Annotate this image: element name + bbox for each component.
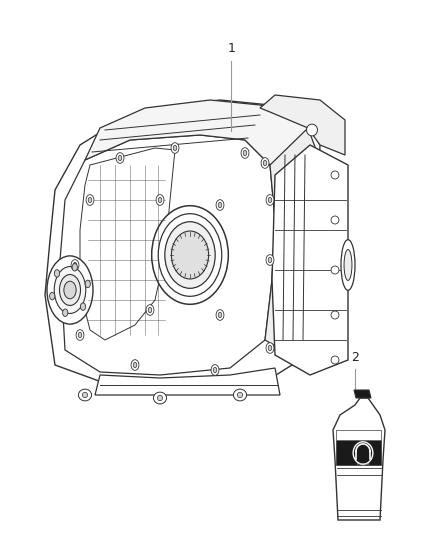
Ellipse shape: [78, 333, 82, 338]
Ellipse shape: [49, 293, 55, 300]
Ellipse shape: [261, 158, 269, 168]
Ellipse shape: [158, 214, 222, 296]
Polygon shape: [260, 95, 345, 155]
Ellipse shape: [268, 197, 272, 203]
Ellipse shape: [81, 303, 86, 310]
Ellipse shape: [157, 395, 162, 401]
Ellipse shape: [218, 312, 222, 318]
Ellipse shape: [146, 305, 154, 316]
Ellipse shape: [211, 365, 219, 375]
Ellipse shape: [263, 160, 267, 166]
Ellipse shape: [233, 389, 247, 401]
Ellipse shape: [243, 150, 247, 156]
Ellipse shape: [71, 260, 79, 270]
Ellipse shape: [148, 308, 152, 313]
Ellipse shape: [118, 155, 122, 160]
Ellipse shape: [266, 255, 274, 265]
Ellipse shape: [171, 231, 208, 279]
Ellipse shape: [344, 249, 352, 280]
Ellipse shape: [241, 148, 249, 158]
Ellipse shape: [237, 392, 243, 398]
Polygon shape: [85, 100, 308, 165]
Polygon shape: [336, 430, 381, 440]
Polygon shape: [336, 430, 381, 465]
Ellipse shape: [63, 309, 68, 317]
Ellipse shape: [131, 360, 139, 370]
Ellipse shape: [266, 195, 274, 205]
Ellipse shape: [165, 222, 215, 288]
Ellipse shape: [82, 392, 88, 398]
Text: 2: 2: [351, 351, 359, 364]
Ellipse shape: [268, 345, 272, 351]
Ellipse shape: [116, 152, 124, 163]
Ellipse shape: [268, 257, 272, 263]
Ellipse shape: [64, 281, 76, 299]
Ellipse shape: [331, 216, 339, 224]
Ellipse shape: [216, 200, 224, 211]
Ellipse shape: [213, 367, 217, 373]
Polygon shape: [80, 148, 175, 340]
Polygon shape: [60, 135, 275, 375]
Ellipse shape: [218, 203, 222, 208]
Ellipse shape: [88, 197, 92, 203]
Text: mopar: mopar: [356, 462, 370, 465]
Polygon shape: [272, 145, 348, 375]
Ellipse shape: [72, 263, 78, 271]
Polygon shape: [354, 390, 371, 398]
Ellipse shape: [85, 280, 90, 288]
Ellipse shape: [331, 266, 339, 274]
Ellipse shape: [54, 270, 60, 277]
Ellipse shape: [307, 124, 318, 136]
Ellipse shape: [86, 195, 94, 205]
Ellipse shape: [133, 362, 137, 368]
Ellipse shape: [331, 356, 339, 364]
Ellipse shape: [152, 206, 228, 304]
Ellipse shape: [266, 343, 274, 353]
Polygon shape: [265, 128, 318, 360]
Ellipse shape: [76, 330, 84, 341]
Ellipse shape: [353, 442, 373, 464]
Ellipse shape: [54, 266, 86, 313]
Ellipse shape: [153, 392, 166, 404]
Ellipse shape: [216, 310, 224, 320]
Polygon shape: [95, 368, 280, 395]
Ellipse shape: [331, 171, 339, 179]
Ellipse shape: [78, 389, 92, 401]
Polygon shape: [45, 100, 320, 390]
Ellipse shape: [331, 311, 339, 319]
Ellipse shape: [73, 262, 77, 268]
Ellipse shape: [173, 146, 177, 151]
Ellipse shape: [171, 143, 179, 154]
Ellipse shape: [158, 197, 162, 203]
Ellipse shape: [47, 256, 93, 324]
Ellipse shape: [341, 240, 355, 290]
Ellipse shape: [156, 195, 164, 205]
Text: 1: 1: [227, 42, 235, 55]
Ellipse shape: [60, 274, 81, 305]
Polygon shape: [333, 398, 385, 520]
